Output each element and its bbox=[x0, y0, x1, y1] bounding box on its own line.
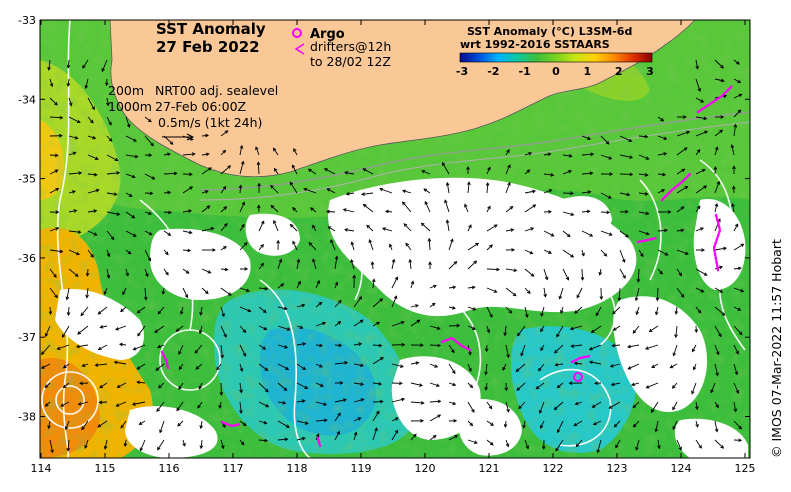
current-vectors bbox=[40, 59, 745, 454]
colorbar-title-line1: SST Anomaly (°C) L3SM-6d bbox=[467, 25, 632, 38]
annotation-sealevel: NRT00 adj. sealevel bbox=[155, 83, 278, 98]
annotation-time: 27-Feb 06:00Z bbox=[155, 99, 246, 114]
colorbar-tick-label: 1 bbox=[584, 65, 592, 78]
y-tick-label: -33 bbox=[18, 14, 36, 27]
x-tick-label: 117 bbox=[223, 462, 244, 475]
x-tick-label: 122 bbox=[543, 462, 564, 475]
colorbar-tick-label: -3 bbox=[456, 65, 468, 78]
y-tick-label: -36 bbox=[18, 252, 36, 265]
colorbar bbox=[459, 52, 653, 63]
x-tick-label: 124 bbox=[671, 462, 692, 475]
colorbar-title-line2: wrt 1992-2016 SSTAARS bbox=[460, 38, 610, 51]
annotation-scale: 0.5m/s (1kt 24h) bbox=[158, 115, 262, 130]
y-axis: -33-34-35-36-37-38 bbox=[18, 14, 750, 424]
coastline bbox=[109, 20, 696, 178]
x-tick-label: 116 bbox=[159, 462, 180, 475]
x-tick-label: 121 bbox=[479, 462, 500, 475]
y-tick-label: -37 bbox=[18, 331, 36, 344]
x-tick-label: 118 bbox=[287, 462, 308, 475]
contour-1000m bbox=[199, 121, 750, 201]
x-tick-label: 120 bbox=[415, 462, 436, 475]
sealevel-contours bbox=[41, 20, 746, 458]
x-tick-label: 115 bbox=[95, 462, 116, 475]
x-tick-label: 119 bbox=[351, 462, 372, 475]
map-title-line1: SST Anomaly bbox=[156, 20, 266, 38]
colorbar-tick-label: -1 bbox=[519, 65, 531, 78]
colorbar-tick-label: 2 bbox=[615, 65, 623, 78]
y-tick-label: -35 bbox=[18, 173, 36, 186]
map-title-line2: 27 Feb 2022 bbox=[156, 38, 260, 56]
scale-arrowhead-icon bbox=[186, 133, 195, 141]
colorbar-tick-label: 3 bbox=[646, 65, 654, 78]
x-tick-label: 123 bbox=[607, 462, 628, 475]
no-data-regions bbox=[55, 177, 748, 458]
colorbar-tick-label: 0 bbox=[552, 65, 560, 78]
x-tick-label: 114 bbox=[31, 462, 52, 475]
x-tick-label: 125 bbox=[735, 462, 756, 475]
x-axis: 114 115 116 117 118 119 120 121 122 123 124 125 bbox=[31, 20, 756, 475]
argo-legend-label: Argo bbox=[310, 27, 345, 42]
y-tick-label: -34 bbox=[18, 93, 36, 106]
drifters-legend-line1: drifters@12h bbox=[310, 39, 391, 54]
map-plot-area bbox=[40, 20, 750, 458]
credit-text: © IMOS 07-Mar-2022 11:57 Hobart bbox=[769, 239, 784, 458]
drifter-legend-icon bbox=[294, 43, 305, 55]
argo-legend-icon bbox=[292, 28, 302, 38]
drifters-legend-line2: to 28/02 12Z bbox=[310, 54, 391, 69]
annotation-depth-1000m: 1000m bbox=[108, 99, 152, 114]
colorbar-tick-label: -2 bbox=[487, 65, 499, 78]
y-tick-label: -38 bbox=[18, 411, 36, 424]
plot-frame bbox=[39, 19, 751, 459]
colorbar-ticks: -3 -2 -1 0 1 2 3 bbox=[456, 65, 654, 78]
drifter-tracks bbox=[160, 84, 734, 458]
annotation-depth-200m: 200m bbox=[108, 83, 144, 98]
argo-float-marker bbox=[573, 372, 583, 382]
